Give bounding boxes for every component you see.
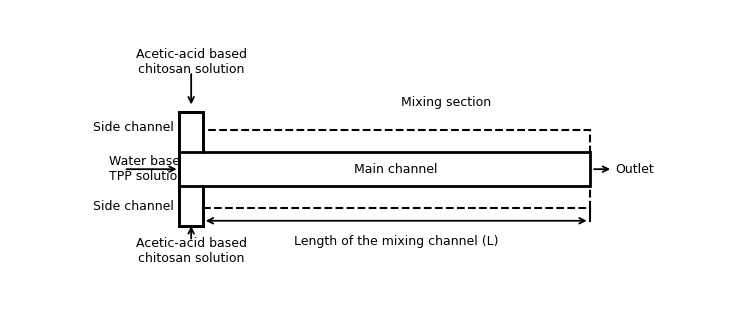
Text: Outlet: Outlet bbox=[615, 163, 653, 176]
Text: Acetic-acid based
chitosan solution: Acetic-acid based chitosan solution bbox=[135, 48, 246, 76]
Text: Water based
TPP solution: Water based TPP solution bbox=[109, 155, 188, 183]
Bar bbox=[179, 113, 203, 226]
Text: Side channel: Side channel bbox=[93, 200, 174, 213]
Text: Mixing section: Mixing section bbox=[401, 95, 491, 109]
Text: Main channel: Main channel bbox=[355, 163, 438, 176]
Text: Length of the mixing channel (L): Length of the mixing channel (L) bbox=[294, 235, 498, 248]
Bar bbox=[203, 130, 590, 208]
Text: Acetic-acid based
chitosan solution: Acetic-acid based chitosan solution bbox=[135, 237, 246, 265]
Text: Side channel: Side channel bbox=[93, 121, 174, 134]
Bar bbox=[179, 152, 590, 186]
